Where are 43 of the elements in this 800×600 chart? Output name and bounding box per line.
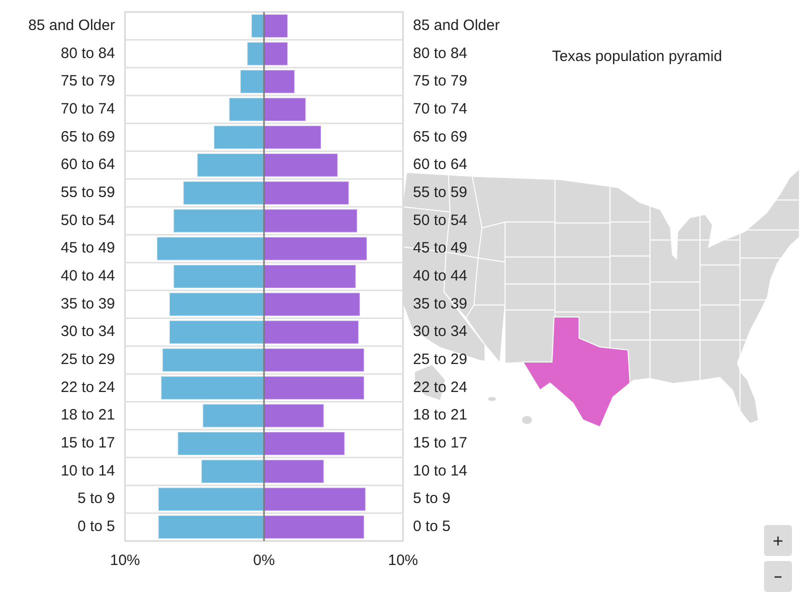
y-tick-label: 85 and Older: [28, 16, 115, 34]
category-label: 60 to 64: [413, 156, 468, 174]
text: Texas population pyramid: [552, 48, 722, 65]
category-label: 5 to 9: [413, 490, 451, 508]
y-tick-label: 30 to 34: [60, 323, 115, 340]
category-label: 15 to 17: [413, 434, 468, 452]
category-label: 65 to 69: [413, 128, 468, 146]
y-tick-label: 70 to 74: [60, 100, 115, 118]
y-tick-label: 40 to 44: [60, 267, 115, 284]
y-tick-label: 5 to 9: [77, 490, 115, 508]
zoom-in-button[interactable]: [764, 525, 792, 556]
y-tick-label: 55 to 59: [60, 184, 115, 201]
y-tick-label: 75 to 79: [60, 72, 115, 90]
category-label: 35 to 39: [413, 295, 468, 312]
y-tick-label: 10 to 14: [60, 462, 115, 480]
y-tick-label: 25 to 29: [60, 350, 115, 368]
category-label: 40 to 44: [413, 267, 468, 284]
category-label: 18 to 21: [413, 406, 468, 424]
y-tick-label: 65 to 69: [60, 128, 115, 146]
category-label: 80 to 84: [413, 44, 468, 62]
y-tick-label: 35 to 39: [60, 295, 115, 312]
x-tick-label: 10%: [388, 552, 418, 569]
y-tick-label: 45 to 49: [60, 240, 115, 257]
category-label: 50 to 54: [413, 212, 468, 229]
category-label: 30 to 34: [413, 323, 468, 340]
category-label: 55 to 59: [413, 184, 468, 201]
category-label: 85 and Older: [413, 16, 500, 34]
category-label: 70 to 74: [413, 100, 468, 118]
y-tick-label: 15 to 17: [60, 434, 115, 452]
y-tick-label: 80 to 84: [60, 44, 115, 62]
x-tick-label: 10%: [110, 552, 140, 569]
category-label: 10 to 14: [413, 462, 468, 480]
category-label: 22 to 24: [413, 378, 468, 396]
y-tick-label: 50 to 54: [60, 212, 115, 229]
category-label: 25 to 29: [413, 350, 468, 368]
category-label: 45 to 49: [413, 240, 468, 257]
y-tick-label: 18 to 21: [60, 406, 115, 424]
y-tick-label: 22 to 24: [60, 378, 115, 396]
category-label: 0 to 5: [413, 518, 451, 536]
category-label: 75 to 79: [413, 72, 468, 90]
y-tick-label: 60 to 64: [60, 156, 115, 174]
y-tick-label: 0 to 5: [77, 518, 115, 536]
x-tick-label: 0%: [253, 552, 275, 569]
